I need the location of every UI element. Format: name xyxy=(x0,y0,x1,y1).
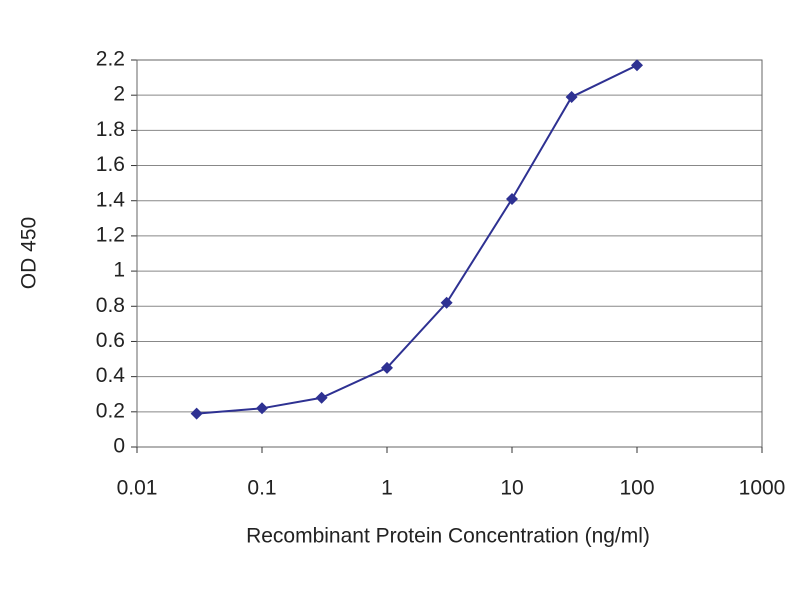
y-tick-label: 2.2 xyxy=(96,48,125,71)
x-tick-label: 1000 xyxy=(739,477,786,500)
data-point xyxy=(506,192,518,205)
y-tick-label: 1.4 xyxy=(96,188,126,211)
y-tick-label: 1.8 xyxy=(96,118,125,141)
y-tick-label: 0.8 xyxy=(96,294,125,317)
y-tick-label: 0.6 xyxy=(96,329,125,352)
x-tick-label: 100 xyxy=(619,477,654,500)
y-tick-label: 1.6 xyxy=(96,153,125,176)
x-axis-label: Recombinant Protein Concentration (ng/ml… xyxy=(246,525,650,548)
data-point xyxy=(190,407,203,420)
x-tick-label: 0.1 xyxy=(247,477,276,500)
y-tick-label: 0.2 xyxy=(96,399,125,422)
y-axis-label: OD 450 xyxy=(18,217,41,289)
data-point xyxy=(565,90,578,103)
data-point xyxy=(381,361,393,374)
plot-frame xyxy=(136,59,763,448)
y-tick-label: 1 xyxy=(113,259,125,282)
x-tick-label: 0.01 xyxy=(117,477,158,500)
data-point xyxy=(256,402,268,415)
data-point xyxy=(315,391,328,404)
data-line xyxy=(196,64,638,415)
y-tick-label: 0 xyxy=(113,435,125,458)
data-point xyxy=(440,296,453,309)
y-tick-label: 0.4 xyxy=(96,364,126,387)
data-point xyxy=(631,59,643,72)
x-tick-label: 1 xyxy=(381,477,393,500)
x-tick-label: 10 xyxy=(500,477,523,500)
y-tick-label: 2 xyxy=(113,83,125,106)
y-tick-label: 1.2 xyxy=(96,223,125,246)
